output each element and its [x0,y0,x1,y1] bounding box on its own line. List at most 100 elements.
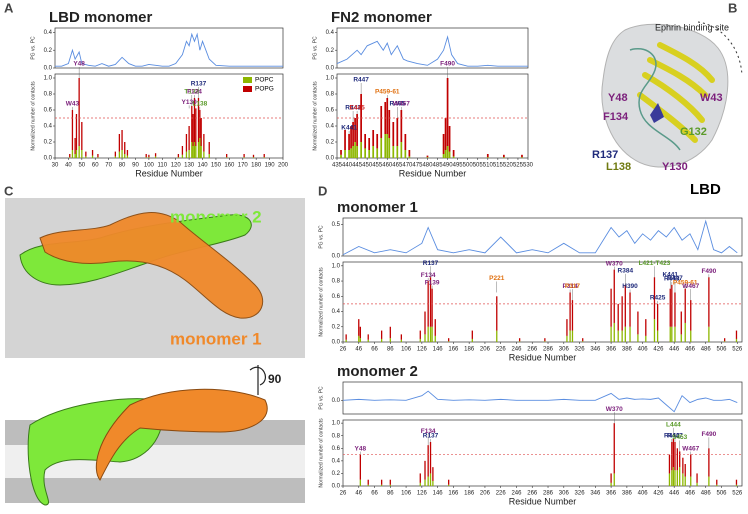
bar [680,311,682,335]
bar [429,473,432,486]
bar [197,98,200,142]
bar [81,150,83,158]
annotation: W467 [682,283,699,290]
bar [396,146,399,158]
bar [452,156,455,158]
x-tick-label: 246 [511,347,522,353]
bar [471,330,473,339]
x-tick-label: 266 [527,347,538,353]
residue-label: L138 [606,161,631,173]
x-axis-label: Residue Number [509,496,577,506]
bar [426,155,429,158]
x-tick-label: 26 [340,491,347,497]
bar [419,473,421,483]
y-tick-label: 0.0 [332,254,341,260]
bar [432,480,434,486]
x-tick-label: 146 [433,491,444,497]
x-tick-label: 485 [433,163,444,169]
y-tick-label: 0.2 [332,324,341,330]
annotation: P314 [563,283,579,290]
legend-label: POPC [255,77,274,84]
plot-frame [342,261,743,343]
bar [496,296,498,331]
bar [358,335,360,342]
bar [684,322,686,342]
bar [671,284,673,327]
monomer-label: monomer 2 [170,207,262,226]
annotation: Y48 [73,61,85,68]
bar [354,142,356,158]
bar [148,154,150,158]
bar [431,288,433,327]
y-tick-label: 0.4 [44,30,53,36]
bar [696,473,698,483]
bar [544,341,546,342]
bar [668,473,671,486]
bar [708,476,710,486]
x-tick-label: 146 [433,347,444,353]
bar [448,484,450,486]
bar [71,110,74,150]
bar [185,134,188,152]
x-tick-label: 480 [422,163,433,169]
monomer-label: monomer 1 [170,329,262,348]
bar [653,277,656,320]
annotation: F134 [421,272,436,279]
bar [126,150,129,156]
x-tick-label: 435 [332,163,343,169]
bar [69,157,71,158]
annotation: E445 [350,105,366,112]
bar [708,277,710,327]
bar [97,154,99,158]
bar [610,326,612,342]
bar [376,148,379,158]
bar [354,118,356,142]
bar [669,288,671,327]
bar [400,339,403,342]
arc [697,21,743,76]
bar [419,338,421,342]
x-tick-label: 306 [559,491,570,497]
rotation-label: 90 [268,372,282,386]
bar [424,479,426,486]
bar [243,157,245,158]
bar [452,150,455,157]
annotation: R447 [667,275,683,282]
bar [75,114,78,150]
y-axis-label: PG vs. PC [318,225,324,249]
x-tick-label: 366 [606,491,617,497]
bar [471,338,473,342]
y-tick-label: 0.8 [326,92,335,98]
y-tick-label: 0.0 [332,484,341,490]
x-tick-label: 366 [606,347,617,353]
bar [114,156,117,158]
plot-frame [342,217,743,257]
bar [674,326,676,342]
bar [408,156,411,158]
bar [191,142,193,158]
bar [226,154,228,158]
bar [345,334,347,340]
chart-title: FN2 monomer [331,9,432,26]
bar [629,292,631,327]
bar [118,134,121,152]
annotation: L138 [192,101,207,108]
residue-label: G132 [680,126,707,138]
x-tick-label: 446 [669,347,680,353]
bar [203,151,205,158]
bar [424,311,426,335]
annotation: W370 [606,260,623,267]
x-tick-label: 86 [387,347,394,353]
bar [340,150,342,155]
x-tick-label: 40 [65,163,72,169]
line [342,219,738,256]
bar [637,334,639,342]
legend-swatch [243,77,252,83]
y-tick-label: 0.6 [326,108,335,114]
bar [252,154,255,158]
annotation: R443 [664,433,680,440]
annotation: F134 [421,428,436,435]
bar [518,341,521,342]
bar [359,454,361,480]
rotate-arrow [249,366,266,386]
